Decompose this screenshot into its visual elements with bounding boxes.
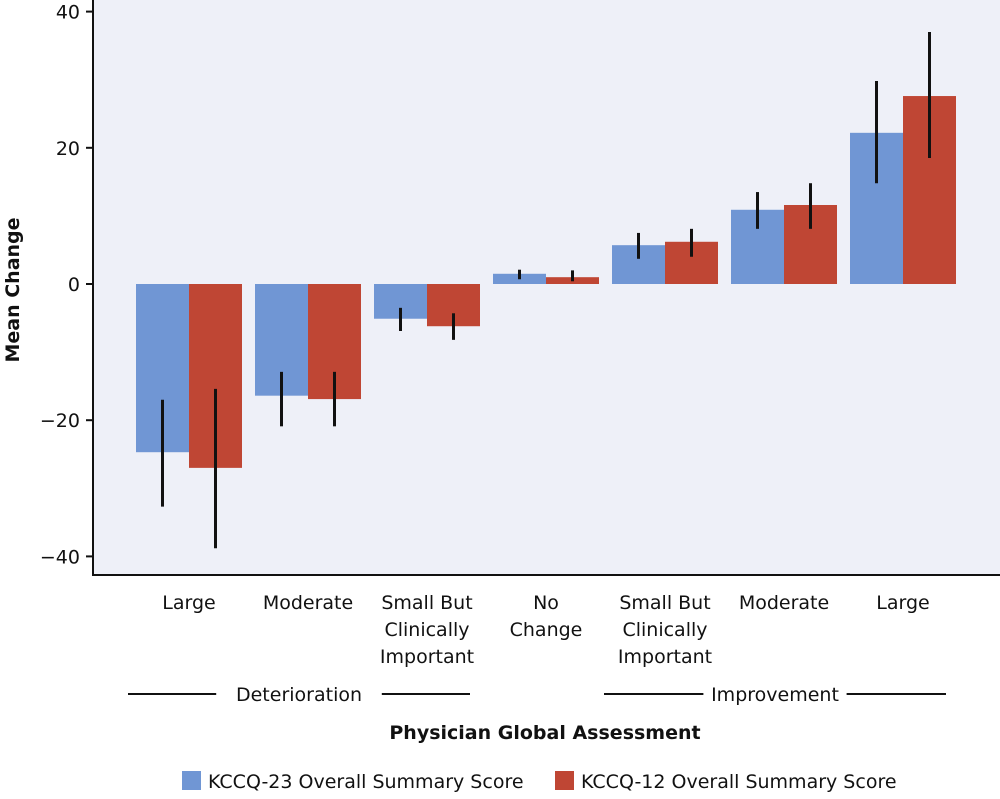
group-label: Improvement [711,684,839,706]
legend-label-kccq12: KCCQ-12 Overall Summary Score [581,771,897,793]
legend-swatch-kccq23 [182,771,201,790]
legend-label-kccq23: KCCQ-23 Overall Summary Score [208,771,524,793]
x-tick-label: Moderate [263,592,353,614]
x-tick-label: Moderate [739,592,829,614]
legend: KCCQ-23 Overall Summary Score KCCQ-12 Ov… [182,771,897,793]
y-tick-label: −20 [40,410,80,432]
x-tick-label: Small But Clinically Important [380,592,474,668]
y-axis-label: Mean Change [2,217,24,362]
x-tick-label: Large [162,592,215,614]
y-tick-label: 20 [56,138,80,160]
group-label: Deterioration [236,684,362,706]
x-tick-label: Small But Clinically Important [618,592,712,668]
legend-swatch-kccq12 [555,771,574,790]
y-tick-label: 40 [56,2,80,24]
plot-background [93,0,1000,575]
x-tick-label: Large [876,592,929,614]
y-tick-label: −40 [40,546,80,568]
y-tick-label: 0 [68,274,80,296]
x-tick-label: No Change [510,592,583,641]
x-axis-label: Physician Global Assessment [389,722,700,744]
